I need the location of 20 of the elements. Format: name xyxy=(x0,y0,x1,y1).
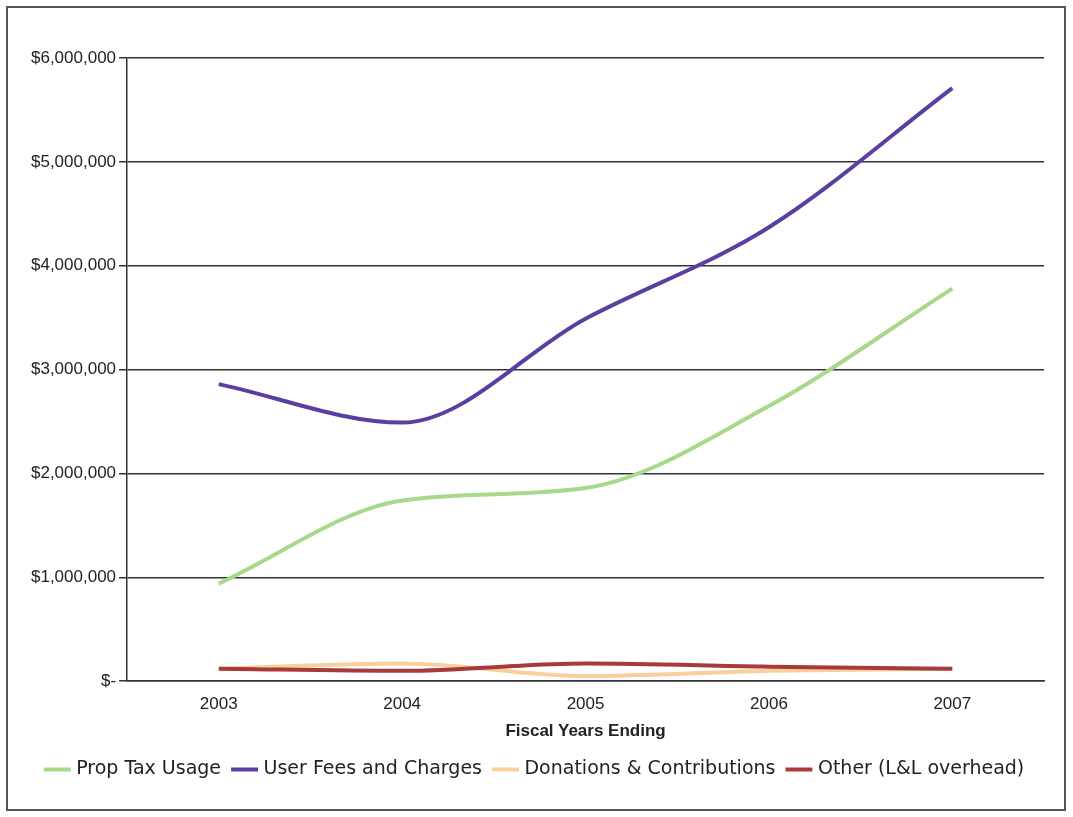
legend-label: Donations & Contributions xyxy=(524,756,776,779)
y-tick-label: $- xyxy=(100,670,117,690)
line-series xyxy=(216,661,955,673)
x-tick-label: 2005 xyxy=(566,694,605,714)
y-tick-label: $4,000,000 xyxy=(30,255,117,275)
x-tick-label: 2003 xyxy=(199,694,238,714)
legend-label: Other (L&L overhead) xyxy=(817,756,1025,779)
y-tick-label: $3,000,000 xyxy=(30,359,117,379)
y-tick-label: $5,000,000 xyxy=(30,151,117,171)
x-tick-label: 2006 xyxy=(750,694,788,714)
line-series xyxy=(216,86,955,425)
x-tick-label: 2004 xyxy=(383,694,422,714)
y-tick-label: $1,000,000 xyxy=(30,567,117,587)
x-axis-title: Fiscal Years Ending xyxy=(505,721,666,741)
line-series xyxy=(216,286,955,586)
y-tick-label: $6,000,000 xyxy=(30,47,117,67)
x-tick-label: 2007 xyxy=(933,694,972,714)
legend-label: User Fees and Charges xyxy=(263,756,482,779)
legend-label: Prop Tax Usage xyxy=(76,756,222,779)
y-tick-label: $2,000,000 xyxy=(30,463,117,483)
